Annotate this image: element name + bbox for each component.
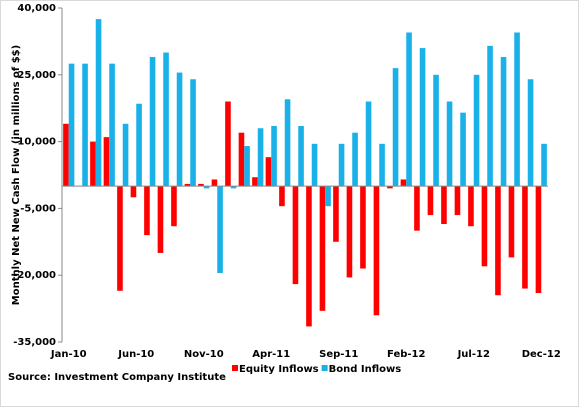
- bar: [360, 186, 366, 269]
- bar: [190, 79, 196, 187]
- bar: [130, 186, 137, 198]
- x-tick-label: Feb-12: [387, 349, 425, 360]
- bar: [252, 177, 258, 187]
- bar: [481, 186, 488, 267]
- bar: [203, 186, 210, 189]
- bar: [535, 186, 542, 294]
- bar: [400, 179, 407, 187]
- bar: [211, 179, 218, 187]
- bar: [68, 63, 75, 187]
- bar: [406, 32, 412, 187]
- bar: [387, 186, 393, 189]
- bar: [441, 186, 447, 224]
- y-tick-label: 25,000: [17, 70, 56, 81]
- x-tick-label: Sep-11: [319, 349, 358, 360]
- bar: [433, 74, 439, 187]
- bar: [271, 126, 277, 187]
- bar: [63, 123, 69, 187]
- bar: [319, 186, 326, 311]
- bar: [171, 186, 177, 227]
- bar: [333, 186, 339, 242]
- bar: [495, 186, 501, 296]
- bar: [217, 186, 223, 273]
- bar: [373, 186, 380, 316]
- bar: [508, 186, 515, 258]
- bar: [103, 137, 110, 187]
- x-tick-label: Apr-11: [252, 349, 290, 360]
- x-tick-label: Jun-10: [117, 349, 154, 360]
- bar: [157, 186, 164, 253]
- bar: [136, 103, 142, 187]
- bar: [184, 183, 191, 187]
- y-tick-label: 40,000: [17, 3, 56, 14]
- bar: [230, 186, 237, 189]
- bar: [346, 186, 353, 278]
- bar: [468, 186, 474, 227]
- bar: [176, 72, 183, 187]
- bar: [122, 123, 129, 187]
- bar: [117, 186, 123, 291]
- x-tick-label: Jul-12: [457, 349, 490, 360]
- bar: [265, 157, 272, 187]
- bar: [298, 126, 304, 187]
- bar: [527, 79, 534, 187]
- bar: [198, 183, 204, 187]
- bar: [379, 143, 385, 187]
- bar: [284, 99, 291, 187]
- x-tick-label: Nov-10: [184, 349, 224, 360]
- bar: [414, 186, 420, 231]
- bar: [352, 132, 358, 187]
- bar: [392, 68, 399, 187]
- bar: [82, 63, 88, 187]
- bar: [338, 143, 345, 187]
- bar: [325, 186, 331, 207]
- bar: [163, 52, 169, 187]
- bar: [306, 186, 312, 327]
- bar: [279, 186, 285, 207]
- bar: [311, 143, 318, 187]
- legend-label: Equity Inflows: [239, 364, 319, 375]
- x-tick-label: Jan-10: [50, 349, 87, 360]
- bar: [514, 32, 520, 187]
- bar: [244, 146, 250, 187]
- y-tick-label: -35,000: [13, 337, 56, 348]
- legend-swatch: [232, 365, 238, 371]
- bar: [500, 56, 507, 187]
- bar: [365, 101, 372, 187]
- bar: [454, 186, 461, 216]
- bar: [446, 101, 453, 187]
- bar: [460, 112, 466, 187]
- source-note: Source: Investment Company Institute: [8, 372, 226, 383]
- legend-label: Bond Inflows: [329, 364, 402, 375]
- y-tick-label: 10,000: [17, 137, 56, 148]
- bar: [419, 48, 426, 187]
- bar: [427, 186, 434, 216]
- bar: [95, 19, 102, 187]
- bar: [292, 186, 299, 285]
- bar: [144, 186, 150, 236]
- bar: [257, 128, 264, 187]
- bar: [90, 141, 96, 187]
- bar: [541, 143, 547, 187]
- bar: [109, 63, 115, 187]
- bar: [149, 56, 156, 187]
- y-tick-label: -5,000: [20, 203, 56, 214]
- bar: [473, 74, 480, 187]
- bar: [522, 186, 528, 289]
- bar: [238, 132, 245, 187]
- y-axis-title: Monthly Net New Cash Flow (in millions o…: [11, 45, 22, 305]
- y-tick-label: -20,000: [13, 270, 56, 281]
- x-tick-label: Dec-12: [522, 349, 561, 360]
- legend-swatch: [321, 365, 328, 371]
- bar: [487, 45, 493, 187]
- bar: [225, 101, 231, 187]
